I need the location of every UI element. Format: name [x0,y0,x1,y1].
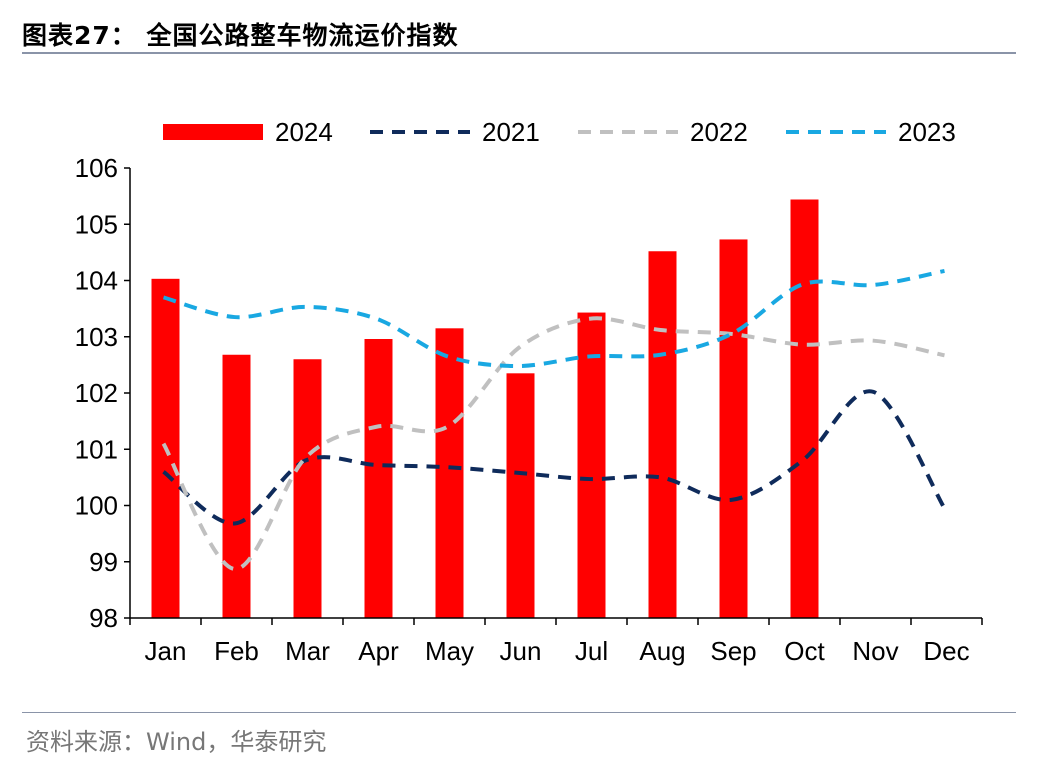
figure-title: 图表27： 全国公路整车物流运价指数 [22,21,459,50]
chart-axes: 98 99 100 101 102 103 104 105 106 Jan Feb Mar Apr May… [75,153,983,666]
x-tick-label: Nov [852,636,898,666]
legend-swatch-2024 [163,124,263,140]
bar-2024-aug [648,251,677,618]
x-tick-label: Feb [214,636,259,666]
x-tick-label: Jul [575,636,608,666]
x-tick-label: Apr [358,636,399,666]
x-tick-label: Sep [710,636,756,666]
bar-2024-oct [790,199,819,618]
legend-label-2022: 2022 [690,117,748,147]
bar-2024-may [435,328,464,618]
x-tick-label: Jun [500,636,542,666]
x-tick-label: Oct [784,636,825,666]
bar-2024-apr [364,339,393,618]
x-tick-label: Mar [285,636,330,666]
title-divider [22,52,1016,54]
line-series-2023 [162,268,945,369]
y-tick-label: 99 [89,547,118,577]
figure-header: 图表27： 全国公路整车物流运价指数 [22,16,1016,50]
line-series-2021 [162,389,947,526]
legend-label-2023: 2023 [898,117,956,147]
legend-label-2021: 2021 [482,117,540,147]
bar-2024-mar [293,359,322,618]
bar-2024-feb [222,354,251,618]
chart-legend: 2024 2021 2022 2023 [163,117,956,147]
y-tick-label: 105 [75,209,118,239]
bar-series-group [151,199,819,618]
x-tick-label: Dec [923,636,969,666]
bar-2024-jun [506,373,535,618]
y-tick-label: 102 [75,378,118,408]
line-series-2022 [161,316,945,572]
bar-2024-sep [719,239,748,618]
x-tick-label: Jan [145,636,187,666]
bar-2024-jul [577,312,606,618]
y-tick-label: 103 [75,322,118,352]
x-tick-label: Aug [639,636,685,666]
chart-canvas: 2024 2021 2022 2023 98 99 100 101 102 103 104 105 1… [75,117,983,666]
y-tick-label: 104 [75,266,118,296]
legend-label-2024: 2024 [275,117,333,147]
line-series-group [161,268,947,572]
y-tick-label: 100 [75,491,118,521]
y-tick-label: 98 [89,603,118,633]
x-tick-label: May [425,636,474,666]
footer-divider [22,712,1016,713]
source-note: 资料来源：Wind，华泰研究 [26,728,327,756]
y-tick-label: 106 [75,153,118,183]
y-tick-label: 101 [75,434,118,464]
